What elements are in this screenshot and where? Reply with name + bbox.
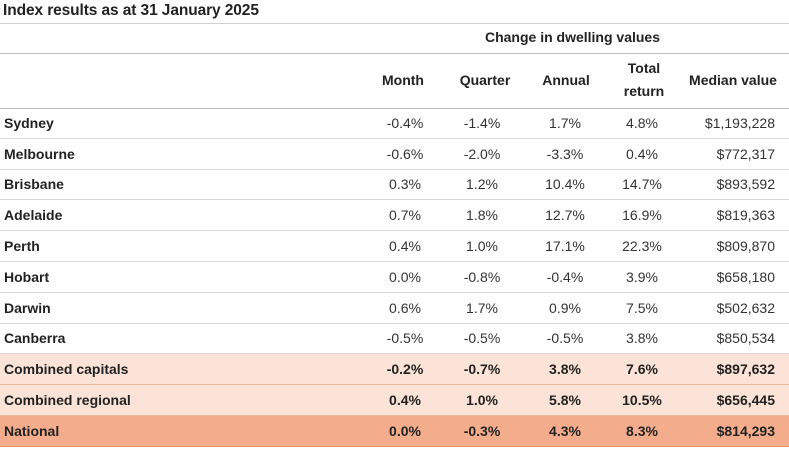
- median-value: $897,632: [678, 353, 789, 386]
- group-header: Change in dwelling values: [0, 24, 789, 54]
- total-return: 3.8%: [606, 323, 678, 355]
- total-return: 7.6%: [606, 353, 678, 386]
- region-name: Perth: [0, 230, 370, 262]
- table-row: Melbourne -0.6% -2.0% -3.3% 0.4% $772,31…: [0, 138, 789, 170]
- region-name: Canberra: [0, 323, 370, 355]
- quarter-change: 1.0%: [440, 384, 524, 416]
- quarter-change: 1.0%: [440, 230, 524, 262]
- quarter-change: -2.0%: [440, 138, 524, 170]
- total-return: 10.5%: [606, 384, 678, 416]
- annual-change: 12.7%: [524, 199, 606, 232]
- month-change: -0.5%: [370, 323, 440, 355]
- median-value: $656,445: [678, 384, 789, 416]
- month-change: 0.6%: [370, 292, 440, 324]
- month-change: 0.4%: [370, 230, 440, 262]
- quarter-change: 1.8%: [440, 199, 524, 232]
- column-header-total-return-line1: Total: [627, 60, 661, 76]
- region-name: Combined capitals: [0, 353, 370, 386]
- column-header-total-return: Total return: [609, 57, 679, 103]
- table-row-combined-regional: Combined regional 0.4% 1.0% 5.8% 10.5% $…: [0, 384, 789, 416]
- table-row-national: National 0.0% -0.3% 4.3% 8.3% $814,293: [0, 415, 789, 447]
- region-name: Combined regional: [0, 384, 370, 416]
- quarter-change: 1.7%: [440, 292, 524, 324]
- median-value: $772,317: [678, 138, 789, 170]
- annual-change: 3.8%: [524, 353, 606, 386]
- column-header-annual: Annual: [542, 72, 590, 88]
- median-value: $658,180: [678, 261, 789, 293]
- region-name: Darwin: [0, 292, 370, 324]
- annual-change: 17.1%: [524, 230, 606, 262]
- total-return: 7.5%: [606, 292, 678, 324]
- median-value: $819,363: [678, 199, 789, 232]
- annual-change: 4.3%: [524, 415, 606, 447]
- table-title: Index results as at 31 January 2025: [3, 2, 259, 19]
- total-return: 3.9%: [606, 261, 678, 293]
- month-change: 0.0%: [370, 415, 440, 447]
- month-change: 0.7%: [370, 199, 440, 232]
- annual-change: -0.4%: [524, 261, 606, 293]
- region-name: Melbourne: [0, 138, 370, 170]
- median-value: $814,293: [678, 415, 789, 447]
- median-value: $893,592: [678, 169, 789, 201]
- column-header-quarter: Quarter: [459, 72, 511, 88]
- table-row: Brisbane 0.3% 1.2% 10.4% 14.7% $893,592: [0, 169, 789, 201]
- index-results-table: Sydney -0.4% -1.4% 1.7% 4.8% $1,193,228 …: [0, 108, 789, 447]
- month-change: -0.2%: [370, 353, 440, 386]
- region-name: Adelaide: [0, 199, 370, 232]
- month-change: 0.0%: [370, 261, 440, 293]
- column-header-month: Month: [382, 72, 424, 88]
- month-change: -0.4%: [370, 108, 440, 139]
- table-row: Hobart 0.0% -0.8% -0.4% 3.9% $658,180: [0, 261, 789, 293]
- median-value: $502,632: [678, 292, 789, 324]
- annual-change: 1.7%: [524, 108, 606, 139]
- table-row: Adelaide 0.7% 1.8% 12.7% 16.9% $819,363: [0, 199, 789, 232]
- month-change: 0.4%: [370, 384, 440, 416]
- annual-change: -0.5%: [524, 323, 606, 355]
- region-name: Brisbane: [0, 169, 370, 201]
- column-header-median-value: Median value: [689, 72, 777, 88]
- median-value: $809,870: [678, 230, 789, 262]
- region-name: National: [0, 415, 370, 447]
- month-change: 0.3%: [370, 169, 440, 201]
- quarter-change: -0.3%: [440, 415, 524, 447]
- month-change: -0.6%: [370, 138, 440, 170]
- quarter-change: -1.4%: [440, 108, 524, 139]
- total-return: 14.7%: [606, 169, 678, 201]
- table-row: Darwin 0.6% 1.7% 0.9% 7.5% $502,632: [0, 292, 789, 324]
- quarter-change: -0.7%: [440, 353, 524, 386]
- column-header-total-return-line2: return: [623, 83, 665, 99]
- quarter-change: 1.2%: [440, 169, 524, 201]
- annual-change: -3.3%: [524, 138, 606, 170]
- group-header-label: Change in dwelling values: [484, 29, 661, 45]
- total-return: 22.3%: [606, 230, 678, 262]
- region-name: Sydney: [0, 108, 370, 139]
- median-value: $850,534: [678, 323, 789, 355]
- table-row: Sydney -0.4% -1.4% 1.7% 4.8% $1,193,228: [0, 108, 789, 139]
- table-row: Perth 0.4% 1.0% 17.1% 22.3% $809,870: [0, 230, 789, 262]
- annual-change: 0.9%: [524, 292, 606, 324]
- annual-change: 10.4%: [524, 169, 606, 201]
- annual-change: 5.8%: [524, 384, 606, 416]
- total-return: 16.9%: [606, 199, 678, 232]
- median-value: $1,193,228: [678, 108, 789, 139]
- total-return: 0.4%: [606, 138, 678, 170]
- quarter-change: -0.5%: [440, 323, 524, 355]
- table-row-combined-capitals: Combined capitals -0.2% -0.7% 3.8% 7.6% …: [0, 353, 789, 386]
- quarter-change: -0.8%: [440, 261, 524, 293]
- column-header-row: Month Quarter Annual Total return Median…: [0, 54, 789, 109]
- region-name: Hobart: [0, 261, 370, 293]
- title-divider: [0, 23, 789, 24]
- table-row: Canberra -0.5% -0.5% -0.5% 3.8% $850,534: [0, 323, 789, 355]
- total-return: 8.3%: [606, 415, 678, 447]
- total-return: 4.8%: [606, 108, 678, 139]
